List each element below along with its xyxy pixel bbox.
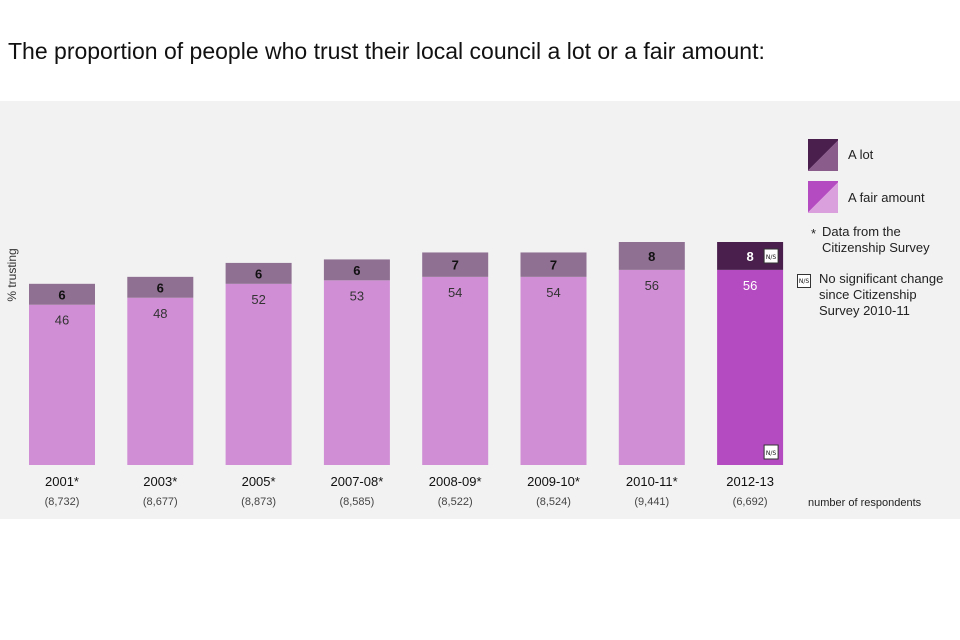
respondents-count-3: (8,585) [339,496,374,508]
respondents-count-7: (6,692) [733,496,768,508]
bar-fair-amount-0 [29,304,95,465]
ns-icon-bottom-text: N/S [766,450,777,457]
ns-icon-top: N/S [763,248,779,264]
bar-a-lot-2 [225,262,292,284]
respondents-count-2: (8,873) [241,496,276,508]
ns-icon: N/S [797,274,811,288]
x-tick-label-4: 2008-09* [429,474,482,489]
data-label-a-lot-3: 6 [353,263,360,278]
x-tick-label-7: 2012-13 [726,474,774,489]
x-tick-label-3: 2007-08* [331,474,384,489]
ns-icon-bottom-box [763,444,779,460]
data-label-a-lot-2: 6 [255,266,262,281]
x-tick-label-2: 2005* [242,474,276,489]
legend-swatch-fair-amount [808,181,838,213]
y-axis-label: % trusting [5,248,19,301]
bar-fair-amount-5 [520,276,587,465]
bar-a-lot-0 [29,283,95,305]
respondents-count-5: (8,524) [536,496,571,508]
data-label-a-lot-5: 7 [550,258,557,273]
bar-fair-amount-1 [127,297,194,465]
bar-fair-amount-7 [717,269,784,465]
asterisk-symbol: * [811,226,817,241]
bar-fair-amount-3 [323,280,390,465]
bar-a-lot-4 [422,252,489,277]
data-label-fair-amount-1: 48 [153,306,167,321]
respondents-count-4: (8,522) [438,496,473,508]
legend-label-a-lot: A lot [848,147,874,162]
stacked-bar-chart: % trusting 6 46 2001* (8,732) 6 48 2003* (8,677… [5,242,784,508]
respondents-count-1: (8,677) [143,496,178,508]
bar-a-lot-3 [323,259,390,281]
ns-icon-text: N/S [798,278,810,285]
ns-note: No significant change since Citizenship … [819,271,944,318]
data-label-fair-amount-4: 54 [448,285,462,300]
ns-icon-top-text: N/S [766,254,777,261]
x-tick-label-0: 2001* [45,474,79,489]
x-tick-label-5: 2009-10* [527,474,580,489]
data-label-fair-amount-0: 46 [55,313,69,328]
legend-swatch-a-lot [808,139,838,171]
page-title: The proportion of people who trust their… [8,38,765,64]
x-tick-label-1: 2003* [143,474,177,489]
respondents-label: number of respondents [808,497,922,509]
bar-a-lot-1 [127,276,194,298]
data-label-a-lot-6: 8 [648,249,655,264]
bar-fair-amount-2 [225,283,292,465]
bar-a-lot-5 [520,252,587,277]
data-label-fair-amount-7: 56 [743,278,757,293]
legend-label-fair-amount: A fair amount [848,190,925,205]
bar-a-lot-6 [618,242,685,270]
data-label-a-lot-7: 8 [746,249,753,264]
data-label-a-lot-1: 6 [157,280,164,295]
respondents-count-6: (9,441) [634,496,669,508]
asterisk-note: Data from the Citizenship Survey [822,224,930,255]
data-label-fair-amount-2: 52 [251,292,265,307]
ns-icon-bottom: N/S [763,444,779,460]
bar-fair-amount-6 [618,269,685,465]
bar-fair-amount-4 [422,276,489,465]
data-label-a-lot-4: 7 [452,258,459,273]
x-tick-label-6: 2010-11* [626,474,678,489]
ns-icon-top-box [763,248,779,264]
data-label-a-lot-0: 6 [58,287,65,302]
data-label-fair-amount-5: 54 [546,285,560,300]
data-label-fair-amount-3: 53 [350,288,364,303]
chart-panel: % trusting 6 46 2001* (8,732) 6 48 2003* (8,677… [0,101,960,519]
respondents-count-0: (8,732) [45,496,80,508]
data-label-fair-amount-6: 56 [645,278,659,293]
